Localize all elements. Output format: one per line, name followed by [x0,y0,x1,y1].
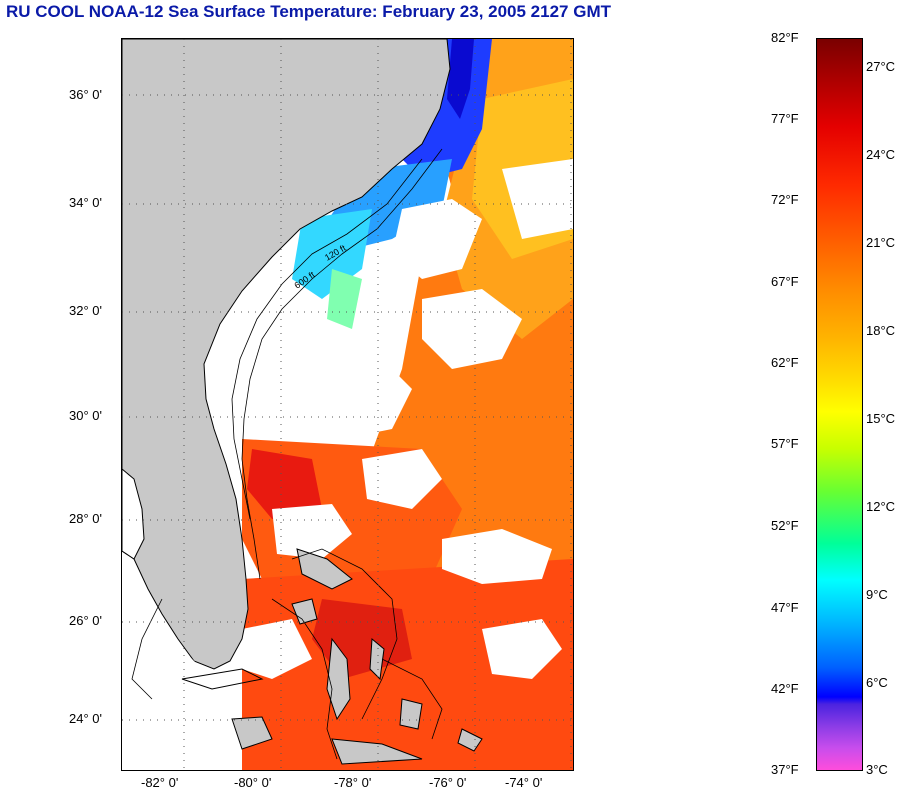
colorbar-f-82: 82°F [771,30,799,45]
colorbar-f-37: 37°F [771,762,799,777]
colorbar-c-18: 18°C [866,323,896,338]
sst-map-canvas: 120 ft 600 ft [122,39,573,770]
cloud-cover [242,159,573,679]
cool-water-layer [292,39,492,329]
lat-label-30: 30° 0' [69,408,102,423]
lat-label-36: 36° 0' [69,87,102,102]
colorbar-f-72: 72°F [771,192,799,207]
bahamas-islands [231,548,483,765]
isobath-contours [131,148,443,760]
lat-label-24: 24° 0' [69,711,102,726]
temperature-colorbar [816,38,863,771]
colorbar-f-57: 57°F [771,436,799,451]
lat-label-26: 26° 0' [69,613,102,628]
colorbar-c-21: 21°C [866,235,896,250]
colorbar-c-24: 24°C [866,147,896,162]
lat-label-32: 32° 0' [69,303,102,318]
sst-map: 120 ft 600 ft [121,38,574,771]
colorbar-f-52: 52°F [771,518,799,533]
gulf-region [122,468,145,560]
colorbar-c-6: 6°C [866,675,888,690]
land-mainland [122,39,451,670]
colorbar-c-9: 9°C [866,587,888,602]
lat-label-34: 34° 0' [69,195,102,210]
colorbar-f-47: 47°F [771,600,799,615]
graticule [122,39,573,770]
lon-label-74: -74° 0' [505,775,543,790]
colorbar-c-27: 27°C [866,59,896,74]
lon-label-80: -80° 0' [234,775,272,790]
colorbar-c-15: 15°C [866,411,896,426]
lon-label-82: -82° 0' [141,775,179,790]
colorbar-f-62: 62°F [771,355,799,370]
colorbar-c-3: 3°C [866,762,888,777]
lon-label-78: -78° 0' [334,775,372,790]
colorbar-f-77: 77°F [771,111,799,126]
lat-label-28: 28° 0' [69,511,102,526]
lon-label-76: -76° 0' [429,775,467,790]
map-title: RU COOL NOAA-12 Sea Surface Temperature:… [6,2,611,21]
colorbar-f-42: 42°F [771,681,799,696]
colorbar-c-12: 12°C [866,499,896,514]
colorbar-f-67: 67°F [771,274,799,289]
